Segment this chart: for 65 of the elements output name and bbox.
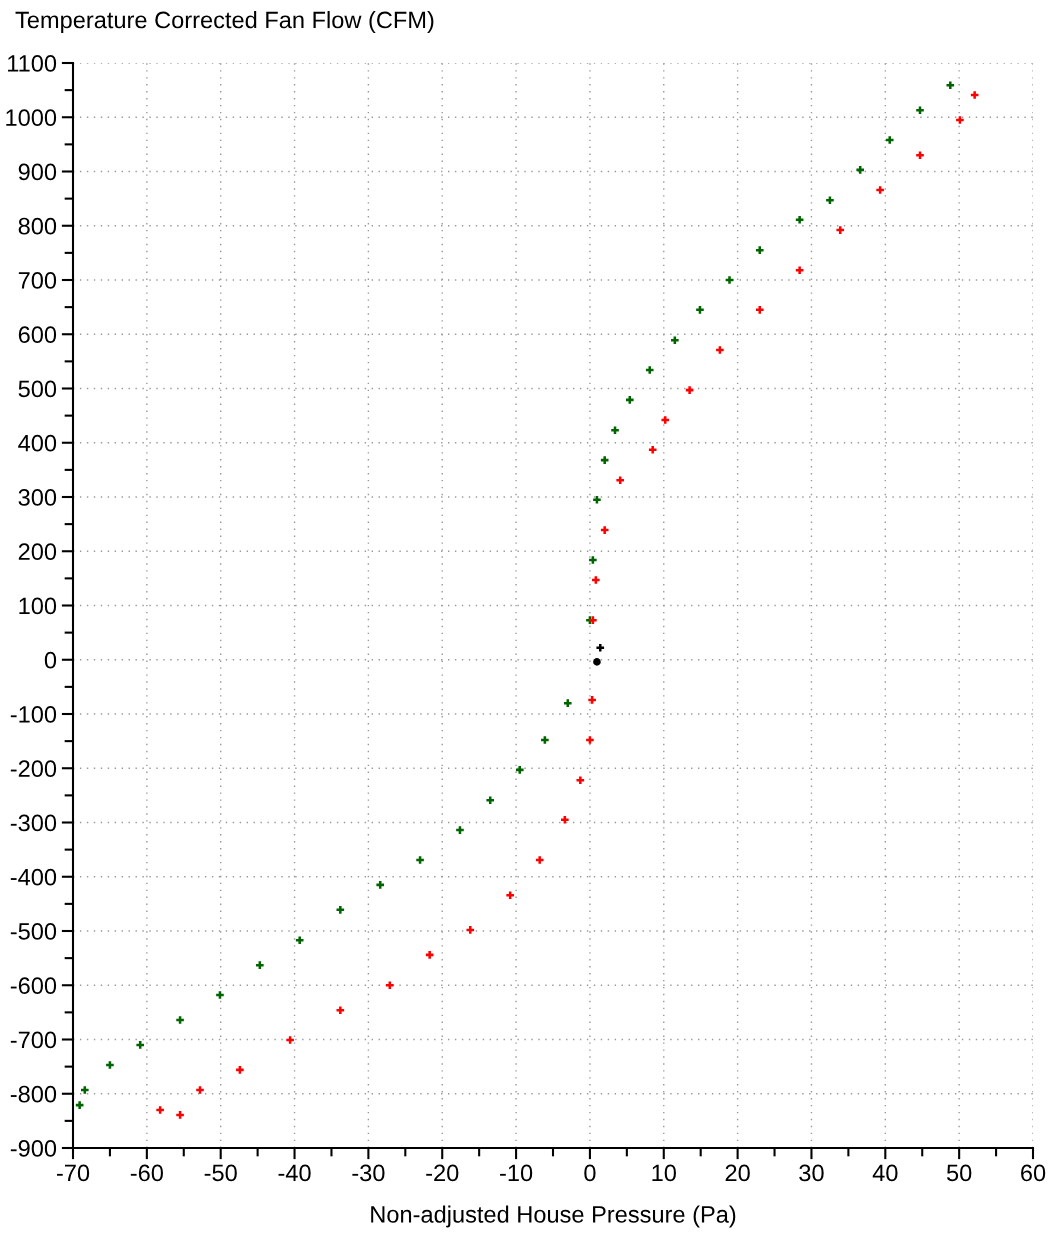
y-tick-label: -300 bbox=[10, 814, 57, 832]
point bbox=[425, 951, 434, 959]
point bbox=[600, 456, 609, 464]
y-tick-label: -200 bbox=[10, 760, 57, 778]
y-tick-label: -800 bbox=[10, 1085, 57, 1103]
x-tick-label: -50 bbox=[204, 1164, 237, 1182]
y-tick-label: 400 bbox=[18, 434, 57, 452]
x-tick-label: 50 bbox=[946, 1164, 972, 1182]
point bbox=[593, 658, 601, 666]
x-tick-label: -10 bbox=[500, 1164, 533, 1182]
y-tick-label: 700 bbox=[18, 272, 57, 289]
y-tick-label: 800 bbox=[18, 217, 57, 235]
y-tick-label: 900 bbox=[18, 163, 57, 181]
x-tick-label: 30 bbox=[799, 1164, 824, 1182]
y-tick-label: -500 bbox=[10, 923, 57, 940]
point bbox=[826, 196, 834, 205]
x-tick-label: 10 bbox=[652, 1164, 676, 1182]
point bbox=[535, 856, 544, 864]
x-tick-label: 0 bbox=[584, 1164, 596, 1182]
point bbox=[596, 644, 605, 652]
y-axis-title: Temperature Corrected Fan Flow (CFM) bbox=[15, 11, 434, 33]
x-tick-label: -60 bbox=[130, 1164, 163, 1182]
point bbox=[295, 936, 304, 945]
point bbox=[486, 796, 495, 805]
y-tick-label: 500 bbox=[18, 380, 57, 398]
point bbox=[946, 81, 955, 90]
point bbox=[600, 526, 609, 534]
point bbox=[685, 386, 694, 394]
y-tick-label: -900 bbox=[10, 1140, 57, 1157]
x-tick-label: 20 bbox=[725, 1164, 750, 1182]
point bbox=[466, 926, 475, 934]
x-tick-label: 40 bbox=[872, 1164, 898, 1182]
x-axis-title: Non-adjusted House Pressure (Pa) bbox=[371, 1205, 736, 1228]
point bbox=[836, 226, 845, 234]
y-tick-label: -100 bbox=[10, 706, 57, 723]
point bbox=[336, 906, 345, 914]
point bbox=[593, 495, 601, 504]
y-tick-label: 1000 bbox=[6, 109, 57, 127]
point bbox=[611, 426, 619, 435]
point bbox=[885, 136, 894, 144]
y-tick-label: 100 bbox=[19, 597, 57, 615]
y-tick-label: -700 bbox=[10, 1031, 57, 1049]
point bbox=[336, 1006, 345, 1015]
y-tick-label: -600 bbox=[10, 977, 57, 995]
point bbox=[795, 266, 804, 275]
point bbox=[970, 91, 979, 99]
x-tick-label: -30 bbox=[352, 1164, 385, 1182]
point bbox=[661, 416, 670, 424]
point bbox=[75, 1101, 84, 1109]
point bbox=[648, 446, 657, 454]
point bbox=[795, 215, 804, 224]
point bbox=[386, 981, 394, 990]
y-tick-label: -400 bbox=[10, 868, 57, 886]
x-tick-label: -40 bbox=[278, 1164, 311, 1182]
x-tick-label: -70 bbox=[56, 1164, 90, 1182]
y-tick-label: 1100 bbox=[8, 55, 57, 72]
y-tick-label: 200 bbox=[18, 543, 57, 561]
point bbox=[725, 276, 734, 284]
x-tick-label: 60 bbox=[1021, 1164, 1046, 1182]
y-tick-label: 0 bbox=[44, 651, 57, 669]
x-tick-label: -20 bbox=[426, 1164, 459, 1182]
point bbox=[576, 776, 585, 784]
y-tick-label: 600 bbox=[18, 326, 57, 344]
y-tick-label: 300 bbox=[18, 489, 57, 506]
point bbox=[645, 366, 654, 374]
